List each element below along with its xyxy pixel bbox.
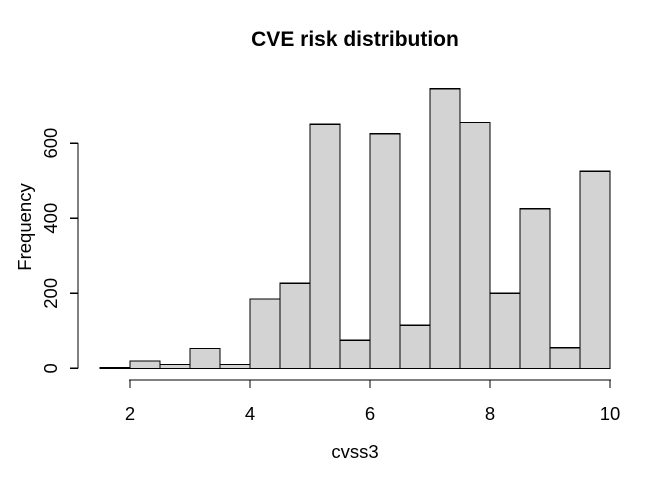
histogram-bar — [189, 347, 221, 369]
y-tick-label: 0 — [40, 363, 61, 373]
y-tick-label: 200 — [40, 278, 61, 309]
histogram-bar — [429, 88, 461, 370]
histogram-bar — [519, 208, 551, 370]
x-tick-label: 4 — [245, 403, 255, 424]
x-axis-title: cvss3 — [331, 441, 379, 462]
histogram-bar — [159, 364, 191, 370]
histogram-bar — [219, 364, 251, 370]
chart-title: CVE risk distribution — [251, 28, 459, 51]
histogram-bar — [369, 133, 401, 369]
x-tick-label: 6 — [365, 403, 375, 424]
x-tick-label: 10 — [600, 403, 621, 424]
histogram-bar — [549, 347, 581, 370]
histogram-bar — [399, 324, 431, 370]
histogram-bar — [99, 367, 131, 370]
y-tick-label: 600 — [40, 128, 61, 159]
x-tick-label: 8 — [485, 403, 495, 424]
histogram-bar — [339, 339, 371, 370]
histogram-bar — [579, 170, 611, 370]
y-tick-label: 400 — [40, 203, 61, 234]
histogram-bar — [309, 123, 341, 370]
histogram-bar — [279, 282, 311, 370]
histogram-bar — [249, 298, 281, 369]
histogram-bar — [489, 292, 521, 369]
histogram-bar — [459, 121, 491, 370]
histogram-bar — [129, 360, 161, 369]
x-tick-label: 2 — [125, 403, 135, 424]
